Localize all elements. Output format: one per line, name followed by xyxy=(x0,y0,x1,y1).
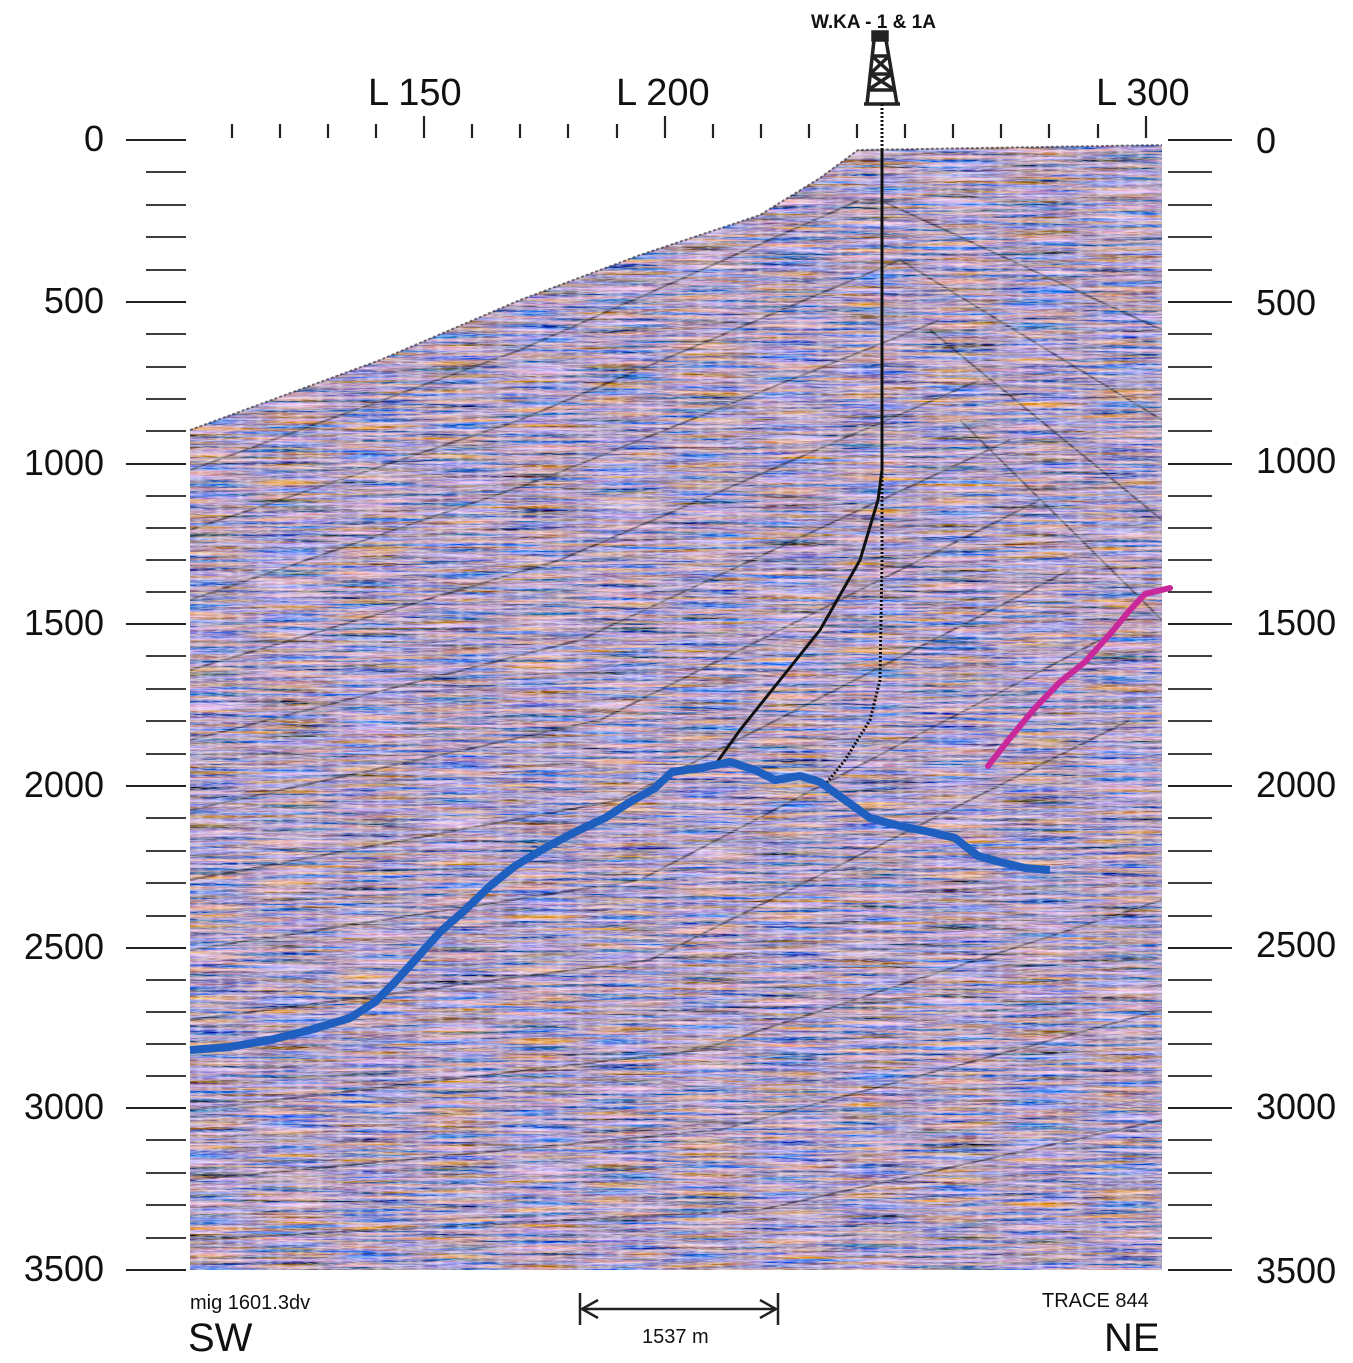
depth-left-0: 0 xyxy=(83,118,104,159)
depth-right-3000: 3000 xyxy=(1256,1086,1337,1127)
depth-right-2500: 2500 xyxy=(1256,924,1337,965)
depth-left-3500: 3500 xyxy=(23,1248,104,1289)
direction-sw-label: SW xyxy=(188,1316,253,1360)
horizon-magenta xyxy=(985,585,1173,769)
depth-right-500: 500 xyxy=(1256,282,1317,323)
depth-right-1000: 1000 xyxy=(1256,440,1337,481)
depth-left-1000: 1000 xyxy=(23,442,104,483)
line-ticks-top xyxy=(230,116,1148,138)
line-label-300: L 300 xyxy=(1096,72,1190,114)
scale-bar-label: 1537 m xyxy=(642,1326,709,1348)
line-label-150: L 150 xyxy=(368,72,462,114)
horizon-blue xyxy=(189,758,1051,1054)
depth-left-500: 500 xyxy=(43,280,104,321)
depth-left-2500: 2500 xyxy=(23,926,104,967)
depth-left-2000: 2000 xyxy=(23,764,104,805)
line-label-200: L 200 xyxy=(616,72,710,114)
depth-axis-right xyxy=(1168,139,1232,1271)
direction-ne-label: NE xyxy=(1104,1316,1160,1360)
depth-axis-left xyxy=(126,139,186,1271)
depth-right-2000: 2000 xyxy=(1256,764,1337,805)
seafloor-edge xyxy=(189,144,1163,431)
trace-label: TRACE 844 xyxy=(1042,1290,1149,1312)
well-path-1a xyxy=(713,150,884,766)
seismic-data-panel xyxy=(190,145,1162,1270)
well-name-label: W.KA - 1 & 1A xyxy=(811,12,936,33)
depth-left-1500: 1500 xyxy=(23,602,104,643)
depth-right-0: 0 xyxy=(1256,120,1277,161)
derrick-icon xyxy=(864,30,900,106)
scale-bar xyxy=(578,1293,780,1325)
depth-left-3000: 3000 xyxy=(23,1086,104,1127)
depth-right-3500: 3500 xyxy=(1256,1250,1337,1291)
depth-right-1500: 1500 xyxy=(1256,602,1337,643)
migration-code-label: mig 1601.3dv xyxy=(190,1292,311,1314)
well-path-1 xyxy=(823,104,884,786)
